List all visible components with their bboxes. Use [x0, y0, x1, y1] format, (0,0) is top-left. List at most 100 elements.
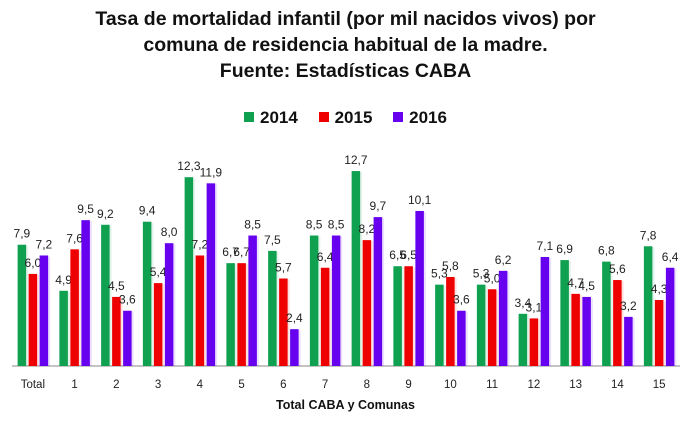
bar-2015-13 — [571, 293, 580, 366]
bar-2015-4 — [195, 255, 205, 366]
data-label-2015-11: 5,0 — [484, 271, 501, 285]
bar-2016-5 — [248, 235, 257, 366]
bar-2014-13 — [560, 260, 569, 366]
legend-label-2015: 2015 — [334, 108, 373, 127]
bar-2015-11 — [487, 289, 497, 366]
data-label-2016-5: 8,5 — [244, 218, 261, 232]
data-label-2016-3: 8,0 — [161, 225, 178, 239]
bar-2016-9 — [415, 210, 424, 366]
data-label-2015-12: 3,1 — [526, 300, 543, 314]
data-label-2016-11: 6,2 — [495, 253, 512, 267]
bar-2016-1 — [81, 220, 90, 366]
data-label-2016-10: 3,6 — [453, 293, 470, 307]
data-label-2014-14: 6,8 — [598, 244, 615, 258]
data-label-2016-1: 9,5 — [77, 202, 94, 216]
legend-swatch-2014 — [244, 112, 255, 122]
chart-legend: 2014 2015 2016 — [0, 108, 691, 128]
data-label-2014-9: 6,5 — [389, 248, 406, 262]
x-tick-label-9: 9 — [405, 379, 411, 391]
bar-2016-10 — [457, 310, 466, 366]
data-label-2015-15: 4,3 — [651, 282, 668, 296]
chart-title-line-3: Fuente: Estadísticas CABA — [219, 60, 472, 82]
bar-2016-11 — [498, 270, 508, 366]
x-tick-label-3: 3 — [155, 379, 161, 391]
x-tick-label-5: 5 — [238, 379, 244, 391]
data-label-2015-14: 5,6 — [609, 262, 626, 276]
bar-2014-11 — [476, 284, 486, 366]
x-tick-label-7: 7 — [322, 379, 328, 391]
bar-2014-7 — [309, 235, 319, 366]
data-label-2014-2: 9,2 — [97, 207, 114, 221]
data-label-2015-8: 8,2 — [359, 222, 376, 236]
x-tick-label-14: 14 — [611, 379, 624, 391]
legend-swatch-2015 — [318, 112, 329, 122]
data-label-2016-8: 9,7 — [370, 199, 387, 213]
x-tick-label-2: 2 — [113, 379, 119, 391]
bar-2014-6 — [268, 250, 277, 366]
legend-label-2016: 2016 — [409, 108, 447, 127]
data-label-2016-2: 3,6 — [119, 293, 136, 307]
bar-2016-4 — [206, 183, 216, 366]
x-tick-label-6: 6 — [280, 379, 286, 391]
data-label-2014-8: 12,7 — [344, 153, 368, 167]
data-label-2014-13: 6,9 — [556, 242, 573, 256]
chart-title-line-1: Tasa de mortalidad infantil (por mil nac… — [95, 8, 596, 30]
data-label-2015-total: 6,0 — [25, 256, 42, 270]
data-label-2014-7: 8,5 — [306, 218, 323, 232]
x-tick-label-1: 1 — [71, 379, 77, 391]
bar-2015-9 — [404, 266, 413, 366]
bar-2014-3 — [142, 221, 152, 366]
data-label-2015-9: 6,5 — [400, 248, 417, 262]
data-label-2014-total: 7,9 — [14, 227, 31, 241]
bar-2014-1 — [59, 290, 68, 366]
data-label-2016-13: 4,5 — [578, 279, 595, 293]
x-tick-label-4: 4 — [197, 379, 204, 391]
x-tick-label-8: 8 — [364, 379, 370, 391]
bar-2015-3 — [153, 283, 163, 366]
bar-2016-13 — [582, 296, 591, 366]
data-label-2015-2: 4,5 — [108, 279, 125, 293]
bar-2015-6 — [279, 278, 288, 366]
data-label-2015-5: 6,7 — [233, 245, 250, 259]
x-tick-label-11: 11 — [486, 379, 498, 391]
x-tick-label-total: Total — [21, 379, 45, 391]
data-label-2015-6: 5,7 — [275, 261, 292, 275]
data-label-2015-4: 7,2 — [192, 237, 209, 251]
data-label-2014-3: 9,4 — [139, 204, 156, 218]
x-tick-label-13: 13 — [569, 379, 582, 391]
bar-2015-5 — [237, 263, 246, 366]
x-tick-label-15: 15 — [653, 379, 666, 391]
data-label-2016-6: 2,4 — [286, 311, 303, 325]
data-label-2016-7: 8,5 — [328, 218, 345, 232]
bar-2016-12 — [540, 257, 550, 366]
bar-2014-total — [17, 244, 27, 366]
bar-2016-7 — [331, 235, 341, 366]
legend-item-2014: 2014 — [244, 108, 298, 128]
bar-2016-15 — [665, 267, 675, 366]
data-label-2015-3: 5,4 — [150, 265, 167, 279]
bar-2014-5 — [226, 263, 235, 366]
data-label-2014-4: 12,3 — [177, 159, 201, 173]
bar-2015-10 — [446, 276, 455, 366]
data-label-2014-6: 7,5 — [264, 233, 281, 247]
data-label-2016-14: 3,2 — [620, 299, 637, 313]
data-label-2016-9: 10,1 — [408, 193, 432, 207]
data-label-2016-12: 7,1 — [537, 239, 554, 253]
bar-2016-total — [39, 255, 49, 366]
bar-2015-2 — [112, 296, 121, 366]
data-label-2015-1: 7,6 — [66, 231, 83, 245]
legend-item-2016: 2016 — [393, 108, 447, 128]
legend-label-2014: 2014 — [260, 108, 298, 127]
data-label-2014-11: 5,3 — [473, 267, 490, 281]
bar-2014-14 — [602, 261, 611, 366]
chart-title: Tasa de mortalidad infantil (por mil nac… — [0, 6, 691, 84]
data-label-2014-1: 4,9 — [55, 273, 72, 287]
bar-2016-8 — [373, 217, 383, 366]
data-label-2016-4: 11,9 — [200, 165, 223, 179]
x-tick-label-12: 12 — [527, 379, 540, 391]
bar-2014-4 — [184, 177, 194, 366]
bar-2016-14 — [624, 316, 633, 366]
data-label-2015-7: 6,4 — [317, 250, 334, 264]
bar-2015-1 — [70, 249, 79, 366]
